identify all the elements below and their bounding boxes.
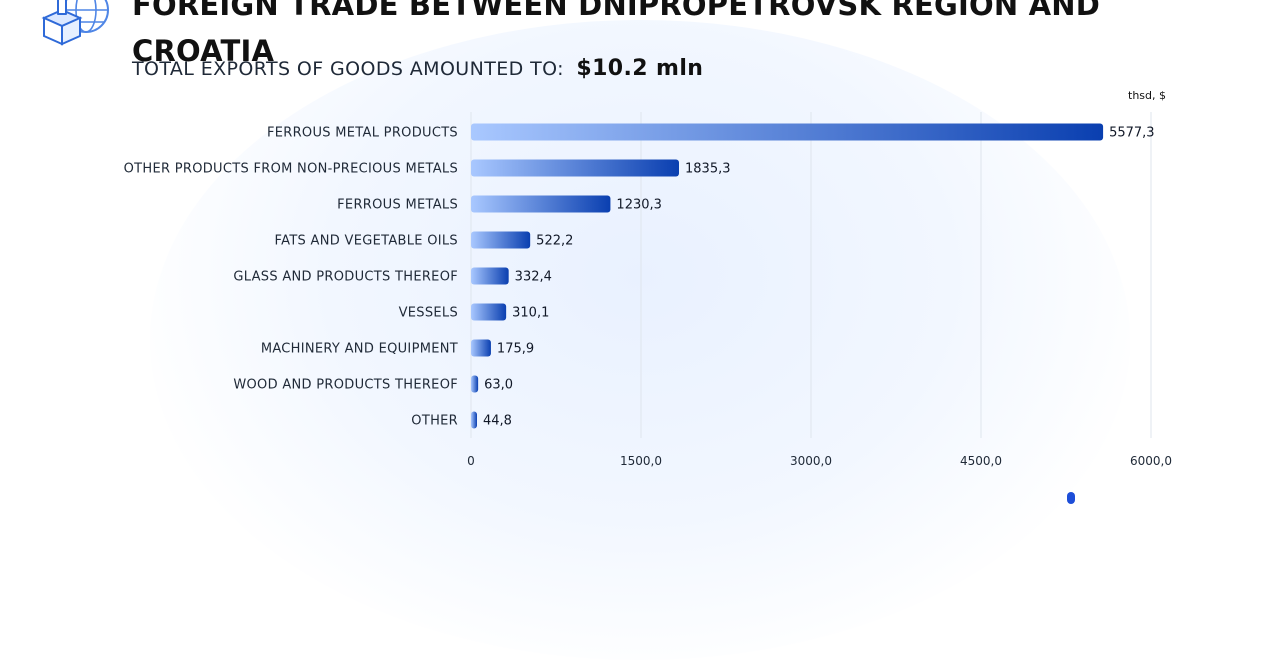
category-label: MACHINERY AND EQUIPMENT: [261, 342, 458, 357]
bar: [471, 375, 479, 393]
category-label: WOOD AND PRODUCTS THEREOF: [233, 378, 458, 393]
category-label: FERROUS METAL PRODUCTS: [267, 126, 458, 141]
category-label: GLASS AND PRODUCTS THEREOF: [233, 270, 458, 285]
total-exports-value: $10.2 mln: [576, 56, 704, 81]
value-label: 63,0: [484, 378, 513, 393]
category-label: VESSELS: [399, 306, 458, 321]
subtitle-prefix: TOTAL EXPORTS OF GOODS AMOUNTED TO:: [132, 58, 564, 80]
bar: [471, 267, 509, 285]
bar-chart: 0 1500,0 3000,0 4500,0 6000,0 FERROUS METAL P…: [124, 112, 1172, 469]
bar: [471, 339, 491, 357]
category-label: OTHER PRODUCTS FROM NON-PRECIOUS METALS: [124, 162, 458, 177]
bars: [471, 123, 1104, 429]
value-label: 1230,3: [616, 198, 662, 213]
value-label: 522,2: [536, 234, 573, 249]
value-label: 1835,3: [685, 162, 731, 177]
unit-label: thsd, $: [1128, 89, 1166, 102]
value-label: 332,4: [515, 270, 552, 285]
value-label: 5577,3: [1109, 126, 1155, 141]
x-tick-label: 1500,0: [620, 454, 662, 468]
bar: [471, 123, 1104, 141]
category-label: OTHER: [411, 414, 458, 429]
labels: 0 1500,0 3000,0 4500,0 6000,0 FERROUS METAL P…: [124, 126, 1172, 469]
x-tick-label: 4500,0: [960, 454, 1002, 468]
decorative-dot: [1067, 492, 1075, 504]
bar: [471, 303, 507, 321]
chart-subtitle: TOTAL EXPORTS OF GOODS AMOUNTED TO: $10.…: [132, 56, 703, 81]
globe-box-export-icon: [40, 0, 112, 48]
category-label: FERROUS METALS: [337, 198, 458, 213]
bar: [471, 159, 680, 177]
chart-title: FOREIGN TRADE BETWEEN DNIPROPETROVSK REG…: [132, 0, 1101, 68]
category-label: FATS AND VEGETABLE OILS: [275, 234, 458, 249]
x-tick-label: 0: [467, 454, 475, 468]
value-label: 44,8: [483, 414, 512, 429]
x-tick-label: 3000,0: [790, 454, 832, 468]
bar: [471, 411, 477, 429]
value-label: 175,9: [497, 342, 534, 357]
bar: [471, 195, 611, 213]
x-tick-label: 6000,0: [1130, 454, 1172, 468]
bar: [471, 231, 531, 249]
value-label: 310,1: [512, 306, 549, 321]
